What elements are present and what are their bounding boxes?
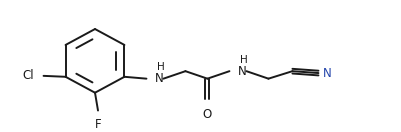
Text: O: O xyxy=(203,108,212,121)
Text: N: N xyxy=(322,67,331,80)
Text: N: N xyxy=(154,72,163,85)
Text: F: F xyxy=(95,118,101,131)
Text: N: N xyxy=(237,65,245,78)
Text: H: H xyxy=(156,62,164,72)
Text: Cl: Cl xyxy=(22,69,33,82)
Text: H: H xyxy=(239,55,247,65)
